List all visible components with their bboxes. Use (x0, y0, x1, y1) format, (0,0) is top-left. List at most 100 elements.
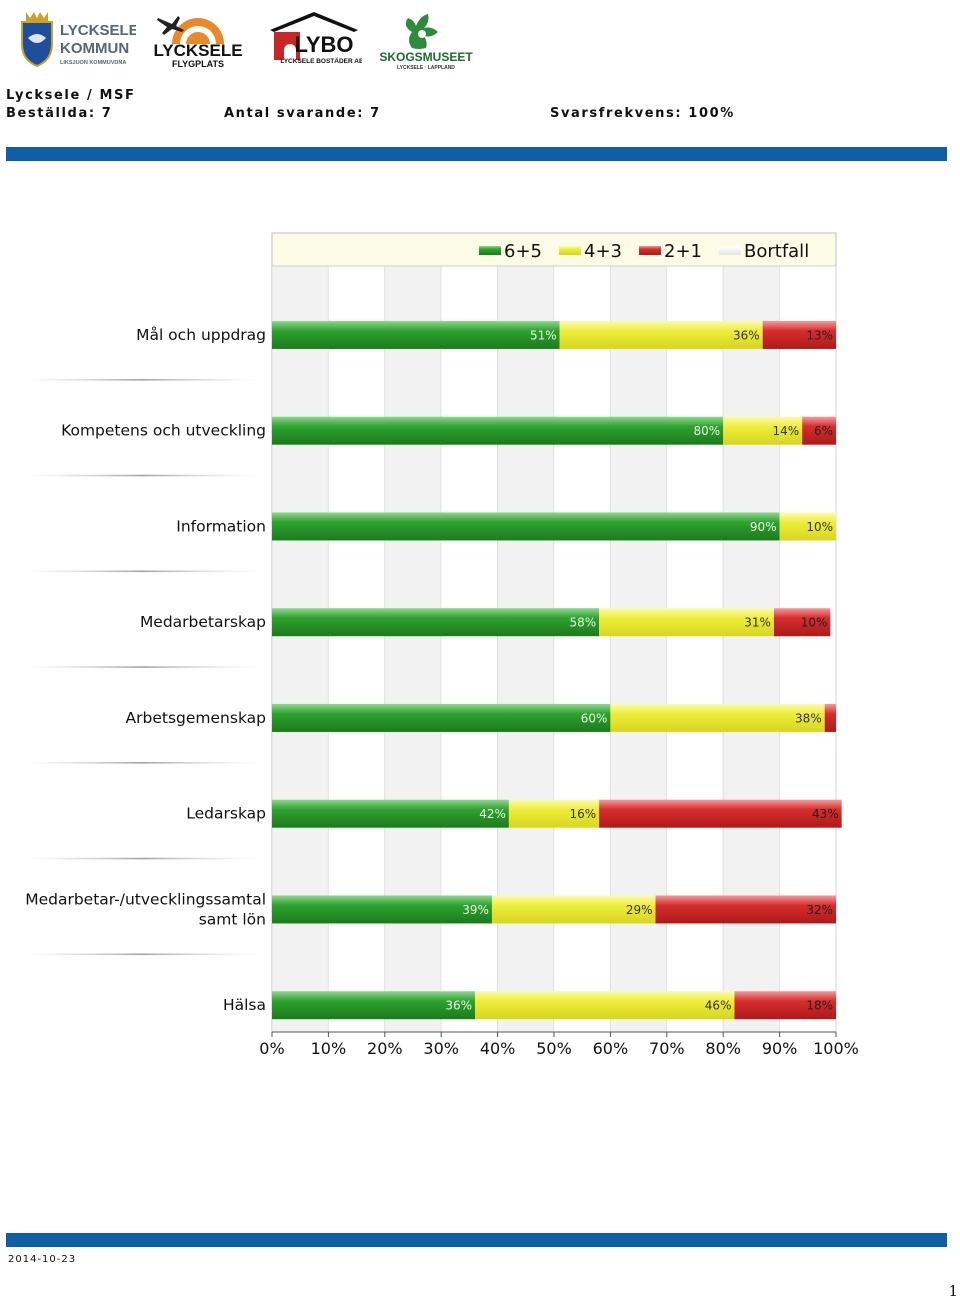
category-label: samt lön (199, 910, 266, 928)
data-label: 36% (733, 328, 760, 342)
lycksele-kommun-logo: LYCKSELE KOMMUN LIKSJUON KOMMUVDNA (21, 12, 136, 68)
lybo-logo: LYBO LYCKSELE BOSTÄDER AB (270, 12, 362, 65)
x-axis: 0% 10% 20% 30% 40% 50% 60% 70% 80% 90% 100% (259, 1031, 859, 1058)
logo-line: LIKSJUON KOMMUVDNA (60, 60, 126, 66)
bar-segment (723, 416, 803, 445)
category-labels: Mål och uppdrag Kompetens och utveckling I… (25, 326, 266, 1014)
logo-line: LYCKSELE (60, 22, 136, 39)
data-label: 60% (581, 711, 608, 725)
logo-strip: LYCKSELE KOMMUN LIKSJUON KOMMUVDNA LYCKS… (18, 8, 488, 72)
data-label: 38% (795, 711, 822, 725)
data-label: 31% (744, 616, 771, 630)
bar-segment (272, 703, 611, 732)
bar-segment (272, 320, 560, 349)
row-separator (24, 761, 260, 764)
legend-label: 2+1 (664, 241, 702, 262)
logo-line: LYCKSELE (153, 41, 242, 60)
bar-segment (610, 703, 825, 732)
bar-segment (779, 512, 836, 541)
logo-line: FLYGPLATS (172, 59, 224, 69)
bar-segment (762, 320, 836, 349)
category-label: Hälsa (223, 996, 266, 1014)
row-separator (24, 474, 260, 477)
x-tick-label: 0% (259, 1039, 284, 1058)
bar-segment (802, 416, 836, 445)
bar-segment (599, 608, 774, 637)
data-label: 32% (806, 903, 833, 917)
category-label: Arbetsgemenskap (126, 709, 266, 727)
data-label: 36% (445, 999, 472, 1013)
bar-segment (272, 416, 724, 445)
data-label: 42% (479, 807, 506, 821)
x-tick-label: 80% (705, 1039, 741, 1058)
data-label: 51% (530, 328, 557, 342)
report-date: 2014-10-23 (8, 1254, 77, 1265)
category-label: Information (176, 517, 266, 535)
bar-segment (773, 608, 831, 637)
data-label: 58% (569, 616, 596, 630)
category-label: Mål och uppdrag (136, 326, 266, 344)
x-tick-label: 20% (367, 1039, 403, 1058)
skogsmuseet-logo: SKOGSMUSEET LYCKSELE · LAPPLAND (379, 14, 473, 71)
header-divider-bar (6, 147, 947, 161)
legend-swatch (719, 246, 741, 255)
row-separator (24, 378, 260, 381)
category-label: Ledarskap (186, 805, 266, 823)
logo-line: KOMMUN (60, 40, 129, 57)
bar-segment (734, 991, 836, 1020)
x-tick-label: 10% (311, 1039, 347, 1058)
x-tick-label: 50% (536, 1039, 572, 1058)
data-label: 10% (806, 520, 833, 534)
legend-background (273, 234, 835, 266)
data-label: 14% (772, 424, 799, 438)
logo-line: LYCKSELE BOSTÄDER AB (280, 57, 362, 65)
data-label: 10% (801, 616, 828, 630)
row-separator (24, 953, 260, 956)
x-tick-label: 100% (813, 1039, 859, 1058)
legend-swatch (479, 246, 501, 255)
bar-segment (272, 512, 780, 541)
page-number: 1 (948, 1282, 958, 1300)
bar-segment (559, 320, 763, 349)
bar-segment (491, 895, 656, 924)
bar-segment (824, 703, 836, 732)
stacked-bar-chart: 6+5 4+3 2+1 Bortfall 51% 36% 13% 80% 14% 6% 90% 10… (24, 232, 859, 1058)
x-tick-label: 60% (593, 1039, 629, 1058)
bar-segment (508, 799, 600, 828)
response-rate: Svarsfrekvens: 100% (550, 106, 735, 121)
bar-segment (475, 991, 735, 1020)
row-separator (24, 857, 260, 860)
x-tick-label: 40% (480, 1039, 516, 1058)
footer-divider-bar (6, 1233, 947, 1247)
data-label: 18% (806, 999, 833, 1013)
bar-group: 51% 36% 13% 80% 14% 6% 90% 10% 58% 31% 10% 60% 38% 42… (272, 320, 842, 1020)
report-path: Lycksele / MSF (6, 88, 136, 103)
category-separators (24, 378, 260, 956)
data-label: 43% (812, 807, 839, 821)
bar-segment (272, 608, 600, 637)
legend-label: 4+3 (584, 241, 622, 262)
data-label: 80% (694, 424, 721, 438)
category-label: Medarbetar-/utvecklingssamtal (25, 890, 266, 908)
row-separator (24, 570, 260, 573)
legend-label: 6+5 (504, 241, 542, 262)
category-label: Medarbetarskap (140, 613, 266, 631)
bar-segment (272, 799, 509, 828)
x-tick-label: 70% (649, 1039, 685, 1058)
legend-swatch (559, 246, 581, 255)
x-tick-label: 30% (423, 1039, 459, 1058)
data-label: 90% (750, 520, 777, 534)
logo-line: SKOGSMUSEET (379, 50, 473, 64)
bar-segment (272, 991, 476, 1020)
bar-segment (272, 895, 492, 924)
chart-legend: 6+5 4+3 2+1 Bortfall (272, 234, 836, 267)
category-label: Kompetens och utveckling (61, 422, 266, 440)
logo-line: LYBO (294, 32, 353, 57)
legend-swatch (639, 246, 661, 255)
logo-line: LYCKSELE · LAPPLAND (397, 65, 455, 71)
data-label: 39% (462, 903, 489, 917)
x-tick-label: 90% (762, 1039, 798, 1058)
bar-segment (599, 799, 842, 828)
bar-segment (655, 895, 836, 924)
ordered-count: Beställda: 7 (6, 106, 113, 121)
